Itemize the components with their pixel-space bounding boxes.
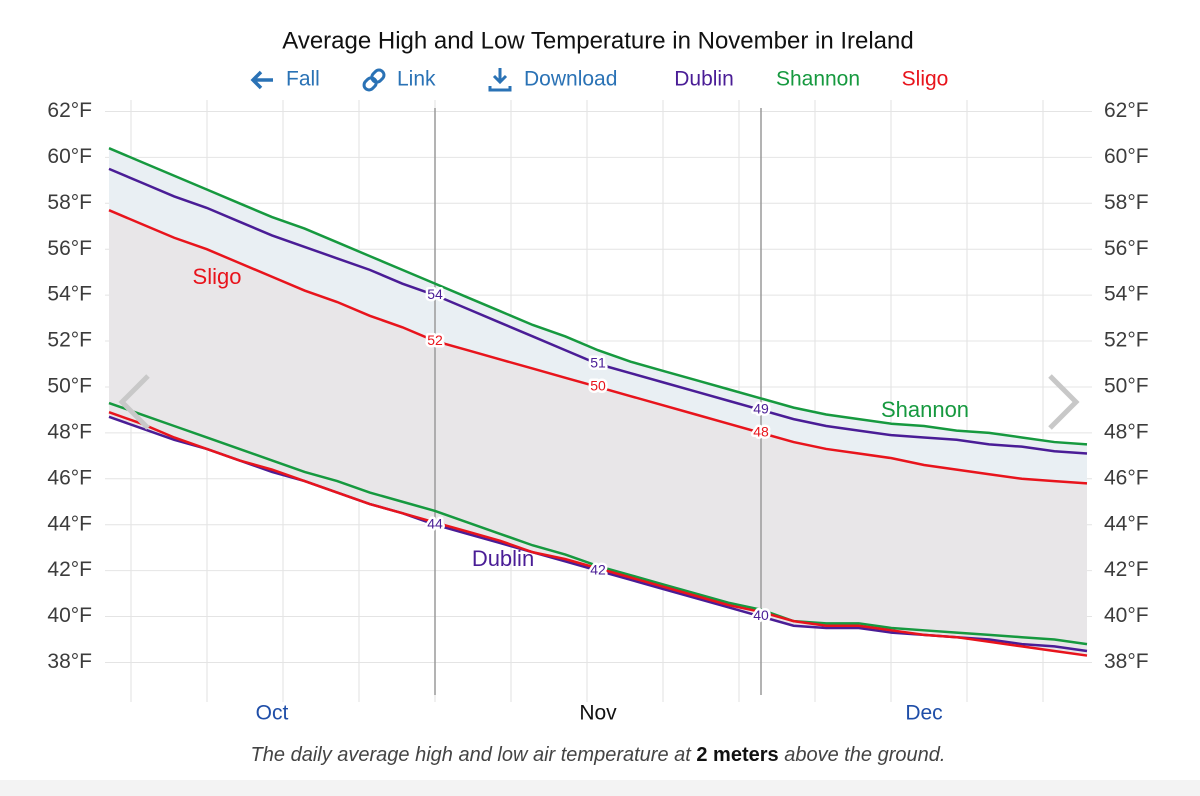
caption: The daily average high and low air tempe… <box>251 744 946 766</box>
y-tick-label: 40°F <box>47 604 92 627</box>
y-tick-label: 58°F <box>47 191 92 214</box>
data-label: 50 <box>590 378 606 394</box>
y-tick-label: 60°F <box>47 145 92 168</box>
data-label: 40 <box>753 607 769 623</box>
legend: Dublin Shannon Sligo <box>674 68 948 91</box>
y-tick-label: 50°F <box>47 375 92 398</box>
link-link[interactable]: Link <box>397 68 436 91</box>
download-link[interactable]: Download <box>524 68 617 91</box>
y2-tick-label: 48°F <box>1104 420 1149 443</box>
y-tick-label: 44°F <box>47 512 92 535</box>
y-tick-label: 54°F <box>47 283 92 306</box>
chart-title: Average High and Low Temperature in Nove… <box>282 27 913 54</box>
series-line <box>108 167 1088 455</box>
fall-icon[interactable] <box>250 70 273 90</box>
data-label: 44 <box>427 515 443 531</box>
y-tick-label: 52°F <box>47 329 92 352</box>
series-line <box>108 411 1088 657</box>
y2-tick-label: 42°F <box>1104 558 1149 581</box>
data-label: 48 <box>753 424 769 440</box>
toolbar: Fall Link Download <box>250 68 617 92</box>
y-tick-label: 62°F <box>47 99 92 122</box>
y-tick-label: 38°F <box>47 650 92 673</box>
next-arrow[interactable] <box>1048 374 1080 430</box>
series-lines <box>108 147 1088 657</box>
x-tick-label: Nov <box>579 702 617 725</box>
caption-text: above the ground. <box>779 744 946 766</box>
x-tick-label[interactable]: Dec <box>905 702 942 725</box>
y2-tick-label: 40°F <box>1104 604 1149 627</box>
series-annotation: Dublin <box>472 546 534 571</box>
legend-entry[interactable]: Sligo <box>902 68 949 91</box>
data-label: 52 <box>427 332 443 348</box>
y-tick-label: 42°F <box>47 558 92 581</box>
data-label: 54 <box>427 286 443 302</box>
series-line <box>108 147 1088 446</box>
data-label: 49 <box>753 401 769 417</box>
y2-tick-label: 60°F <box>1104 145 1149 168</box>
series-annotation: Sligo <box>193 264 242 289</box>
caption-text: The daily average high and low air tempe… <box>251 744 697 766</box>
y2-tick-label: 54°F <box>1104 283 1149 306</box>
y2-tick-label: 46°F <box>1104 466 1149 489</box>
y2-tick-label: 50°F <box>1104 375 1149 398</box>
y-tick-label: 48°F <box>47 420 92 443</box>
y2-tick-label: 58°F <box>1104 191 1149 214</box>
y2-tick-label: 44°F <box>1104 512 1149 535</box>
series-line <box>108 209 1088 485</box>
y-tick-label: 46°F <box>47 466 92 489</box>
legend-entry[interactable]: Dublin <box>674 68 734 91</box>
y2-tick-label: 38°F <box>1104 650 1149 673</box>
prev-arrow[interactable] <box>118 374 150 430</box>
fall-link[interactable]: Fall <box>286 68 320 91</box>
series-annotation: Shannon <box>881 397 969 422</box>
legend-entry[interactable]: Shannon <box>776 68 860 91</box>
series-line <box>108 401 1088 646</box>
data-label: 51 <box>590 355 606 371</box>
high-range-band <box>109 148 1087 484</box>
y-tick-label: 56°F <box>47 237 92 260</box>
data-labels: 54 51 49 44 42 40 52 50 48 <box>425 283 772 625</box>
y2-tick-label: 52°F <box>1104 329 1149 352</box>
y2-tick-label: 62°F <box>1104 99 1149 122</box>
download-icon[interactable] <box>488 68 512 92</box>
bands <box>109 148 1087 656</box>
footer-strip <box>0 780 1200 796</box>
link-icon[interactable] <box>362 68 386 92</box>
y2-tick-label: 56°F <box>1104 237 1149 260</box>
x-tick-label[interactable]: Oct <box>256 702 289 725</box>
data-label: 42 <box>590 561 606 577</box>
mean-range-band <box>109 210 1087 656</box>
caption-emphasis: 2 meters <box>696 744 778 766</box>
